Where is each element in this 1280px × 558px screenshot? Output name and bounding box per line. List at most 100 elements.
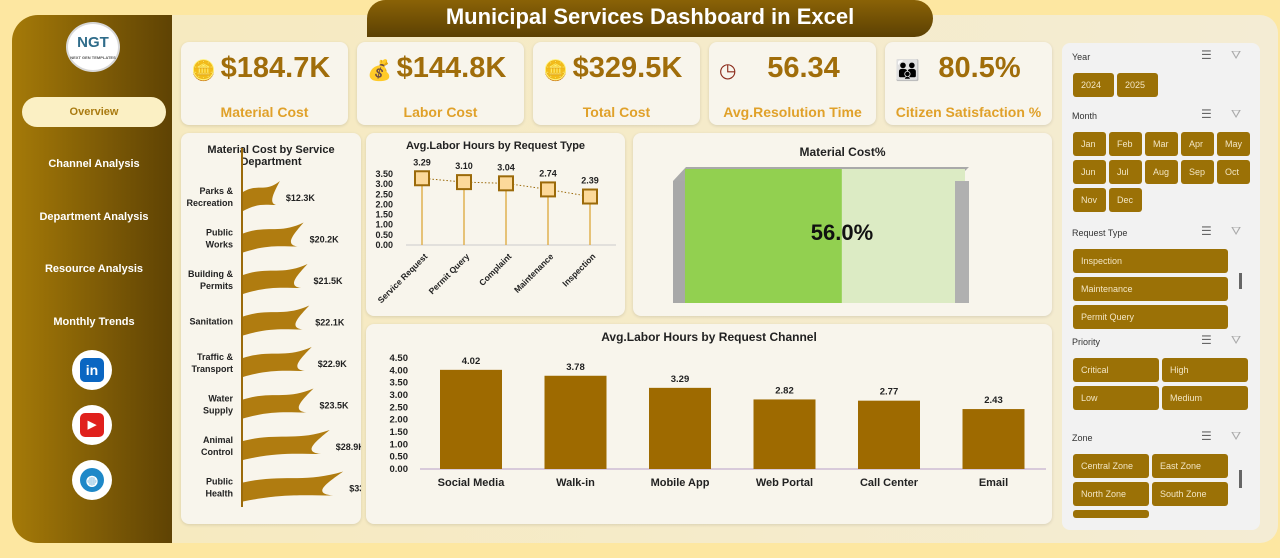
slicer-month-option[interactable]: Sep [1181,160,1214,184]
slicer-month-option[interactable]: May [1217,132,1250,156]
slicer-priority-title: Priority [1072,337,1101,347]
kpi-value: $329.5K [572,52,683,84]
slicer-year-option[interactable]: 2024 [1073,73,1114,97]
slicer-request_type-title: Request Type [1072,228,1128,238]
data-label: $21.5K [314,276,344,286]
y-tick-label: 1.00 [375,220,393,230]
y-tick-label: 1.50 [375,210,393,220]
slicer-month-option[interactable]: Feb [1109,132,1142,156]
slicer-month-option[interactable]: Jul [1109,160,1142,184]
clear-filter-icon[interactable]: ⛛ [1231,333,1242,347]
data-point [456,174,472,191]
multi-select-icon[interactable]: ☰ [1201,333,1212,347]
slicer-priority-option[interactable]: High [1162,358,1248,382]
x-tick-label: Service Request [376,251,430,305]
y-tick-label: 2.00 [390,415,409,426]
gauge-value: 56.0% [811,220,873,245]
slicer-month-option[interactable]: Aug [1145,160,1178,184]
slicer-month-option[interactable]: Dec [1109,188,1142,212]
flag-bar [243,181,280,211]
nav-resource-analysis[interactable]: Resource Analysis [44,263,144,275]
multi-select-icon[interactable]: ☰ [1201,429,1212,443]
kpi-card-3: ◷ 56.34 Avg.Resolution Time [709,42,876,125]
slicer-zone-option[interactable]: South Zone [1152,482,1228,506]
website-button[interactable]: ◍ [72,460,112,500]
bar [753,399,816,469]
money-bag-icon: 💰 [367,60,392,82]
slicer-month-option[interactable]: Jun [1073,160,1106,184]
clear-filter-icon[interactable]: ⛛ [1231,107,1242,121]
slicer-zone-option-partial[interactable] [1073,510,1149,518]
kpi-card-4: 👪 80.5% Citizen Satisfaction % [885,42,1052,125]
slicer-month-option[interactable]: Jan [1073,132,1106,156]
multi-select-icon[interactable]: ☰ [1201,107,1212,121]
slicer-zone-option[interactable]: North Zone [1073,482,1149,506]
slicer-zone-option[interactable]: East Zone [1152,454,1228,478]
data-point [498,175,514,192]
flag-bar [243,347,312,377]
labor-hours-by-request-type-chart: Avg.Labor Hours by Request Type 3.50 3.00… [366,133,625,316]
material-cost-percent-chart: Material Cost% 56.0% [633,133,1052,316]
slicer-scrollbar[interactable] [1239,273,1242,289]
kpi-label: Avg.Resolution Time [723,104,862,120]
x-tick-label: Social Media [438,477,506,489]
slicer-request-type-option[interactable]: Maintenance [1073,277,1228,301]
data-label: 3.29 [413,157,431,167]
slicer-priority-option[interactable]: Low [1073,386,1159,410]
nav-overview[interactable]: Overview [22,97,166,127]
linkedin-button[interactable]: in [72,350,112,390]
bar [962,409,1025,469]
slicer-request-type-option[interactable]: Inspection [1073,249,1228,273]
y-tick-label: 0.50 [375,230,393,240]
cylinder-left-cap [673,181,688,303]
slicer-year-option[interactable]: 2025 [1117,73,1158,97]
x-tick-label: Email [979,477,1008,489]
data-label: $23.5K [320,401,350,411]
slicer-priority-option[interactable]: Medium [1162,386,1248,410]
slicer-request-type-option[interactable]: Permit Query [1073,305,1228,329]
gauge-fill [685,169,842,303]
data-label: 3.78 [566,362,585,373]
logo: NGT NEXT GEN TEMPLATES [66,22,120,72]
slicer-month-option[interactable]: Oct [1217,160,1250,184]
nav-department-analysis[interactable]: Department Analysis [39,211,149,223]
clear-filter-icon[interactable]: ⛛ [1231,48,1242,62]
nav-monthly-trends[interactable]: Monthly Trends [53,316,135,328]
slicer-priority-option[interactable]: Critical [1073,358,1159,382]
slicer-month-option[interactable]: Apr [1181,132,1214,156]
category-label-line: Supply [203,406,233,416]
bar [858,400,920,469]
data-point [582,188,598,205]
x-tick-label: Inspection [560,251,597,288]
slicer-month-option[interactable]: Nov [1073,188,1106,212]
multi-select-icon[interactable]: ☰ [1201,48,1212,62]
page-title: Municipal Services Dashboard in Excel [367,0,933,37]
data-label: 3.29 [671,374,690,385]
category-label: Public Health [205,477,233,499]
coins-icon: 🪙 [543,60,568,82]
data-label: 3.10 [455,161,473,171]
data-point [540,181,556,198]
slicer-year-title: Year [1072,52,1091,62]
bar [649,387,711,469]
kpi-value: 56.34 [767,52,840,84]
clear-filter-icon[interactable]: ⛛ [1231,429,1242,443]
clear-filter-icon[interactable]: ⛛ [1231,224,1242,238]
y-tick-label: 4.50 [390,353,409,364]
bar [544,375,607,469]
data-point [414,170,430,187]
nav-channel-analysis[interactable]: Channel Analysis [48,158,140,170]
x-tick-label: Call Center [860,477,919,489]
category-label: Public Works [206,228,233,250]
data-label: 3.04 [497,162,515,172]
youtube-button[interactable]: ▶ [72,405,112,445]
chart-title: Avg.Labor Hours by Request Type [405,140,586,152]
slicer-month-option[interactable]: Mar [1145,132,1178,156]
slicer-scrollbar[interactable] [1239,470,1242,488]
multi-select-icon[interactable]: ☰ [1201,224,1212,238]
logo-text: NGT [77,34,109,51]
flag-bar [243,264,308,294]
slicer-zone-option[interactable]: Central Zone [1073,454,1149,478]
y-tick-label: 3.00 [375,179,393,189]
kpi-card-1: 💰 $144.8K Labor Cost [357,42,524,125]
